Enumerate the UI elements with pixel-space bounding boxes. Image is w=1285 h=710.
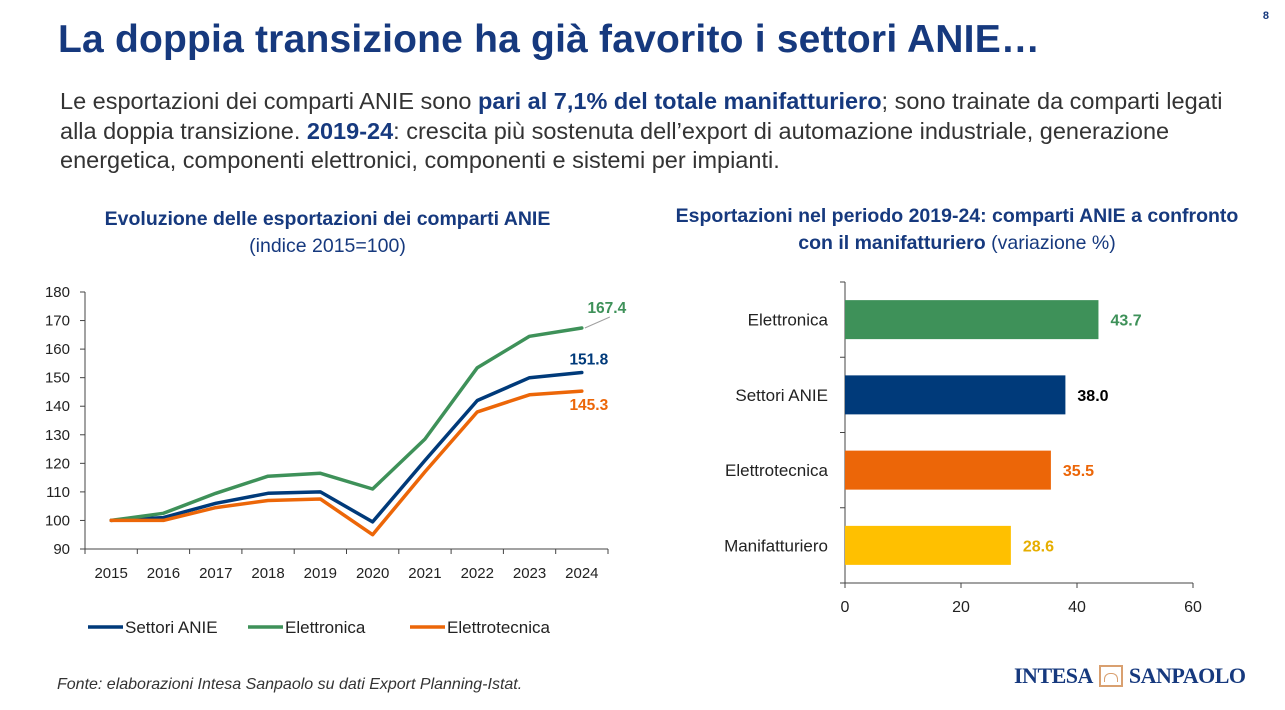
series-line-settori-anie — [109, 370, 584, 524]
bar-elettronica — [845, 300, 1099, 340]
intro-bold-1: pari al 7,1% del totale manifatturiero — [478, 88, 882, 114]
intro-part-1: Le esportazioni dei comparti ANIE sono — [60, 88, 479, 114]
bar-value-label: 35.5 — [1063, 463, 1094, 480]
page-number: 8 — [1262, 10, 1269, 22]
category-label: Settori ANIE — [735, 386, 828, 405]
line-chart-title: Evoluzione delle esportazioni dei compar… — [104, 208, 551, 230]
legend-label: Settori ANIE — [125, 618, 218, 637]
y-tick-label: 150 — [45, 370, 70, 387]
bar-chart-title: Esportazioni nel periodo 2019-24: compar… — [675, 205, 1239, 254]
x-tick-label: 40 — [1068, 599, 1086, 616]
x-tick-label: 2024 — [565, 565, 598, 582]
x-tick-label: 2022 — [461, 565, 494, 582]
series-end-label: 167.4 — [587, 300, 626, 317]
intesa-sanpaolo-logo: INTESA SANPAOLO — [1014, 662, 1246, 690]
end-label-leader — [584, 316, 611, 329]
bar-chart-subtitle: (variazione %) — [991, 232, 1116, 254]
intro-part-3: : crescita più sostenuta dell’export di … — [60, 117, 1170, 174]
intro-text: Le esportazioni dei comparti ANIE sono p… — [60, 87, 1260, 176]
bar-value-label: 38.0 — [1077, 388, 1108, 405]
logo-mark-icon — [1098, 665, 1123, 687]
source-note: Fonte: elaborazioni Intesa Sanpaolo su d… — [57, 676, 523, 693]
x-tick-label: 2015 — [94, 565, 127, 582]
y-tick-label: 90 — [53, 541, 70, 558]
bar-manifatturiero — [845, 525, 1011, 565]
line-chart-title-block: Evoluzione delle esportazioni dei compar… — [40, 206, 615, 260]
intro-part-2: ; sono trainate da comparti legati alla … — [60, 88, 1223, 144]
logo-word-left: INTESA — [1014, 663, 1093, 688]
y-tick-label: 130 — [45, 427, 70, 444]
category-label: Manifatturiero — [724, 536, 828, 555]
line-chart-subtitle: (indice 2015=100) — [249, 235, 406, 257]
bar-value-label: 28.6 — [1023, 538, 1054, 555]
y-tick-label: 100 — [45, 512, 70, 529]
x-tick-label: 20 — [952, 599, 970, 616]
x-tick-label: 60 — [1184, 599, 1202, 616]
series-line-elettrotecnica — [109, 389, 584, 537]
x-tick-label: 2016 — [147, 565, 180, 582]
category-label: Elettronica — [748, 311, 829, 330]
y-tick-label: 170 — [45, 313, 70, 330]
bar-elettrotecnica — [845, 450, 1051, 490]
intro-bold-2: 2019-24 — [306, 117, 394, 144]
y-tick-label: 110 — [46, 484, 70, 501]
y-tick-label: 140 — [45, 398, 70, 415]
x-tick-label: 2018 — [251, 565, 284, 582]
y-tick-label: 160 — [45, 341, 70, 358]
x-tick-label: 2020 — [356, 565, 389, 582]
logo-word-right: SANPAOLO — [1128, 663, 1246, 688]
bar-chart-title-block: Esportazioni nel periodo 2019-24: compar… — [662, 203, 1252, 257]
x-tick-label: 2021 — [408, 565, 441, 582]
y-tick-label: 120 — [45, 455, 70, 472]
slide-title: La doppia transizione ha già favorito i … — [58, 18, 1041, 61]
series-end-label: 145.3 — [569, 397, 608, 414]
legend-label: Elettronica — [285, 618, 366, 637]
bar-value-label: 43.7 — [1110, 313, 1141, 330]
x-tick-label: 0 — [841, 599, 850, 616]
x-tick-label: 2023 — [513, 565, 546, 582]
legend-label: Elettrotecnica — [447, 618, 551, 637]
bar-settori-anie — [845, 375, 1066, 415]
category-label: Elettrotecnica — [725, 461, 829, 480]
series-end-label: 151.8 — [569, 352, 608, 369]
x-tick-label: 2019 — [304, 565, 337, 582]
series-line-elettronica — [109, 326, 584, 523]
x-tick-label: 2017 — [199, 565, 232, 582]
y-tick-label: 180 — [45, 284, 70, 301]
